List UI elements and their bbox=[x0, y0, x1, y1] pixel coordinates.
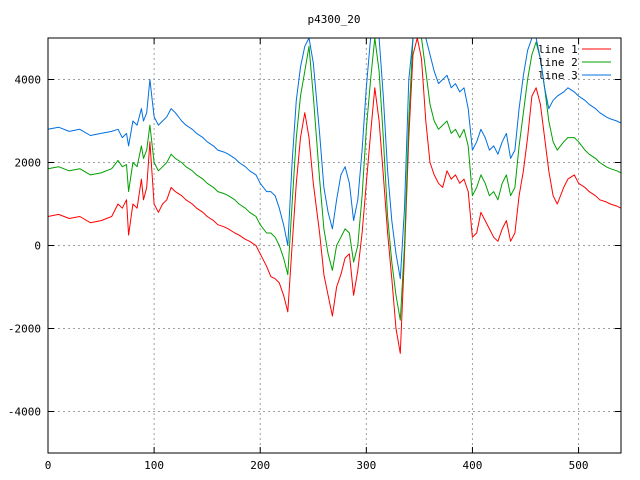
y-tick-label: -4000 bbox=[8, 406, 41, 419]
x-tick-label: 100 bbox=[144, 459, 164, 472]
x-tick-label: 500 bbox=[569, 459, 589, 472]
x-tick-label: 0 bbox=[45, 459, 52, 472]
legend-label: line 3 bbox=[538, 69, 578, 82]
x-tick-label: 300 bbox=[356, 459, 376, 472]
series-line-3 bbox=[47, 37, 622, 280]
legend-label: line 1 bbox=[538, 43, 578, 56]
y-tick-label: 2000 bbox=[15, 157, 42, 170]
y-tick-label: -2000 bbox=[8, 323, 41, 336]
legend-label: line 2 bbox=[538, 56, 578, 69]
y-tick-label: 4000 bbox=[15, 74, 42, 87]
x-tick-label: 400 bbox=[463, 459, 483, 472]
axes: 0 100 200 300 400 500 -4000 -2000 0 2000 4000 bbox=[8, 38, 621, 472]
x-tick-label: 200 bbox=[250, 459, 270, 472]
series-line-2 bbox=[47, 37, 622, 321]
chart-title: p4300_20 bbox=[308, 13, 361, 26]
plot-frame bbox=[47, 37, 622, 454]
grid-lines bbox=[48, 38, 621, 453]
series-line-1 bbox=[47, 37, 622, 354]
y-tick-label: 0 bbox=[34, 240, 41, 253]
series-lines bbox=[47, 37, 622, 354]
